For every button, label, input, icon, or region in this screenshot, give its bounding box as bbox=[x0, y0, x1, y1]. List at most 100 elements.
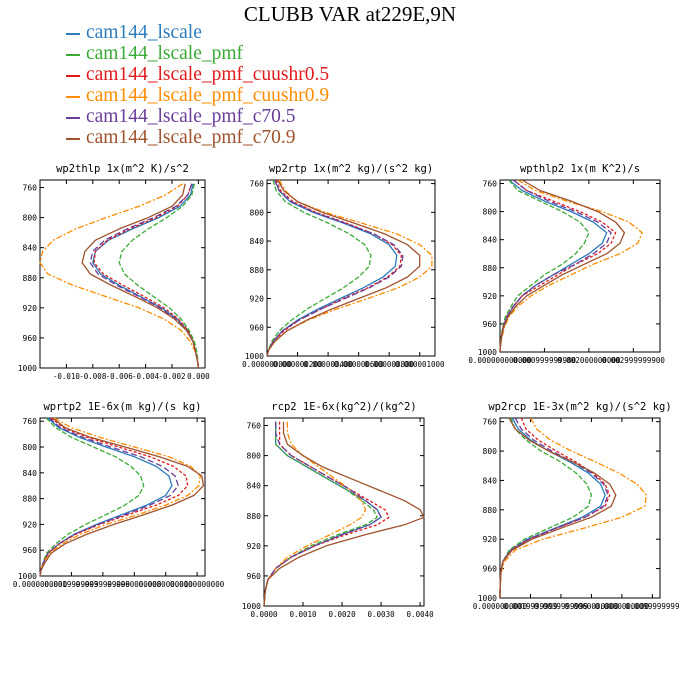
plot-frame bbox=[266, 179, 436, 357]
chart-panel: wp2thlp 1x(m^2 K)/s^2 760 800 840 880 920 960 1… bbox=[18, 163, 210, 381]
x-tick-label: 0.000001000 bbox=[395, 360, 445, 369]
chart-panel: wp2rtp 1x(m^2 kg)/(s^2 kg) 760 800 840 880 92… bbox=[242, 163, 445, 369]
x-tick-label: 0.002999999900 bbox=[602, 356, 666, 365]
series-line bbox=[499, 179, 643, 353]
y-tick-label: 920 bbox=[23, 304, 38, 313]
legend-item: cam144_lscale bbox=[66, 22, 329, 43]
series-line bbox=[499, 417, 606, 598]
y-tick-label: 760 bbox=[247, 422, 262, 431]
series-line bbox=[39, 183, 200, 369]
chart-panel: wprtp2 1E-6x(m kg)/(s kg) 760 800 840 880 920… bbox=[13, 401, 225, 589]
series-line bbox=[499, 417, 611, 598]
y-tick-label: 880 bbox=[23, 495, 38, 504]
plot-frame bbox=[39, 179, 206, 369]
y-tick-label: 800 bbox=[250, 208, 265, 217]
x-tick-label: 0.0060000000 bbox=[564, 602, 619, 611]
y-tick-label: 960 bbox=[483, 565, 498, 574]
series-line bbox=[39, 417, 201, 577]
x-tick-label: 0.0019999999 bbox=[503, 602, 557, 611]
y-tick-label: 800 bbox=[23, 214, 38, 223]
legend-label: cam144_lscale bbox=[86, 22, 202, 43]
legend-item: cam144_lscale_pmf_cuushr0.9 bbox=[66, 85, 329, 106]
y-tick-label: 920 bbox=[247, 542, 262, 551]
series-line bbox=[89, 183, 200, 369]
series-line bbox=[266, 179, 404, 357]
series-line bbox=[263, 421, 378, 607]
legend-swatch bbox=[66, 95, 80, 98]
x-tick-label: 0.0020 bbox=[329, 610, 357, 619]
legend-label: cam144_lscale_pmf_cuushr0.9 bbox=[86, 85, 330, 106]
chart-panel: rcp2 1E-6x(kg^2)/(kg^2) 760 800 840 880 920 96… bbox=[242, 401, 434, 619]
y-tick-label: 880 bbox=[483, 506, 498, 515]
y-tick-label: 1000 bbox=[18, 364, 37, 373]
y-tick-label: 920 bbox=[483, 292, 498, 301]
series-line bbox=[499, 417, 617, 598]
x-tick-label: 0.000 bbox=[187, 372, 210, 381]
y-tick-label: 800 bbox=[483, 447, 498, 456]
y-tick-label: 760 bbox=[23, 184, 38, 193]
series-line bbox=[266, 179, 372, 357]
y-tick-label: 840 bbox=[23, 469, 38, 478]
y-tick-label: 920 bbox=[250, 295, 265, 304]
y-tick-label: 760 bbox=[23, 417, 38, 426]
x-tick-label: 0.0099999999 bbox=[625, 602, 679, 611]
legend-swatch bbox=[66, 74, 80, 77]
legend-swatch bbox=[66, 53, 80, 56]
y-tick-label: 1000 bbox=[245, 352, 264, 361]
legend-swatch bbox=[66, 116, 80, 119]
x-tick-label: 0.0040 bbox=[407, 610, 435, 619]
legend-item: cam144_lscale_pmf_c70.5 bbox=[66, 106, 329, 127]
y-tick-label: 1000 bbox=[18, 572, 37, 581]
x-tick-label: 0.0000000000 bbox=[473, 602, 528, 611]
x-tick-label: 0.0000000000 bbox=[13, 580, 68, 589]
y-tick-label: 960 bbox=[23, 546, 38, 555]
plot-frame bbox=[499, 417, 661, 599]
x-tick-label: 0.0060000000 bbox=[107, 580, 162, 589]
y-tick-label: 960 bbox=[250, 323, 265, 332]
y-tick-label: 880 bbox=[247, 512, 262, 521]
legend-swatch bbox=[66, 32, 80, 35]
y-tick-label: 880 bbox=[250, 266, 265, 275]
x-tick-label: -0.004 bbox=[132, 372, 160, 381]
y-tick-label: 880 bbox=[483, 264, 498, 273]
series-line bbox=[499, 417, 647, 598]
plot-frame bbox=[499, 179, 661, 353]
y-tick-label: 840 bbox=[247, 482, 262, 491]
legend-item: cam144_lscale_pmf_c70.9 bbox=[66, 127, 329, 148]
panel-title: wp2rtp 1x(m^2 kg)/(s^2 kg) bbox=[269, 163, 433, 175]
panel-title: wpthlp2 1x(m K^2)/s bbox=[520, 163, 640, 175]
x-tick-label: 0.000999999980 bbox=[513, 356, 577, 365]
x-tick-label: 0.000000000000 bbox=[468, 356, 532, 365]
x-tick-label: 0.0000 bbox=[250, 610, 278, 619]
y-tick-label: 1000 bbox=[478, 348, 497, 357]
series-line bbox=[263, 421, 367, 607]
x-tick-label: 0.000000200 bbox=[273, 360, 323, 369]
y-tick-label: 760 bbox=[250, 180, 265, 189]
y-tick-label: 840 bbox=[23, 244, 38, 253]
series-line bbox=[499, 179, 626, 353]
legend-item: cam144_lscale_pmf bbox=[66, 43, 329, 64]
y-tick-label: 1000 bbox=[478, 594, 497, 603]
series-line bbox=[118, 183, 200, 369]
x-tick-label: 0.000000800 bbox=[364, 360, 414, 369]
series-line bbox=[266, 179, 403, 357]
y-tick-label: 960 bbox=[23, 334, 38, 343]
y-tick-label: 920 bbox=[23, 520, 38, 529]
series-line bbox=[499, 179, 590, 353]
x-tick-label: 0.0019999999 bbox=[44, 580, 98, 589]
x-tick-label: 0.0080000000 bbox=[595, 602, 650, 611]
panel-title: wp2rcp 1E-3x(m^2 kg)/(s^2 kg) bbox=[488, 401, 671, 413]
series-line bbox=[263, 421, 425, 607]
panel-title: wprtp2 1E-6x(m kg)/(s kg) bbox=[43, 401, 201, 413]
x-tick-label: 0.0030 bbox=[368, 610, 396, 619]
y-tick-label: 760 bbox=[483, 180, 498, 189]
x-tick-label: -0.010 bbox=[53, 372, 81, 381]
series-line bbox=[39, 417, 145, 577]
series-line bbox=[499, 417, 593, 598]
y-tick-label: 840 bbox=[250, 237, 265, 246]
legend-label: cam144_lscale_pmf_c70.9 bbox=[86, 127, 296, 148]
series-line bbox=[39, 417, 205, 577]
x-tick-label: 0.000000600 bbox=[334, 360, 384, 369]
series-line bbox=[81, 183, 200, 369]
